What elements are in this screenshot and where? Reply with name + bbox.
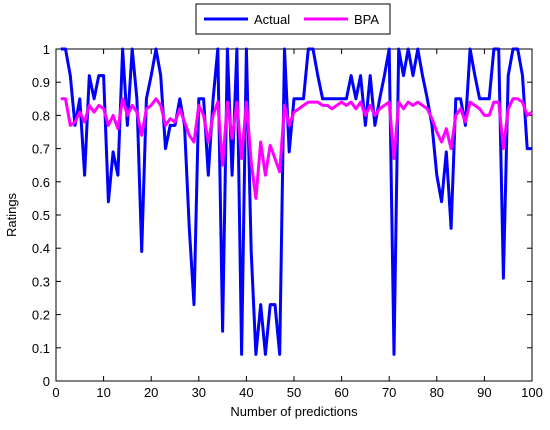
series-line-actual [60,47,532,356]
x-tick-label: 90 [477,385,491,400]
x-axis-ticks: 0 10 20 30 40 50 60 70 80 90 100 [52,49,543,400]
y-tick-label: 0.4 [32,241,50,256]
y-tick-label: 0.9 [32,75,50,90]
y-tick-label: 1 [43,42,50,57]
y-tick-label: 0 [43,374,50,389]
legend-label-actual: Actual [254,12,290,27]
legend: Actual BPA [195,3,391,35]
y-tick-label: 0.7 [32,142,50,157]
x-tick-label: 70 [382,385,396,400]
x-tick-label: 0 [52,385,59,400]
x-tick-label: 80 [430,385,444,400]
y-tick-label: 0.2 [32,308,50,323]
series-line-bpa [60,97,533,200]
series-layer [60,47,533,356]
x-tick-label: 10 [96,385,110,400]
x-tick-label: 30 [192,385,206,400]
y-tick-label: 0.5 [32,208,50,223]
y-tick-label: 0.8 [32,108,50,123]
x-tick-label: 100 [521,385,543,400]
y-tick-label: 0.6 [32,175,50,190]
x-axis-label: Number of predictions [230,404,358,419]
y-axis-label: Ratings [4,192,19,237]
x-tick-label: 60 [334,385,348,400]
x-tick-label: 50 [287,385,301,400]
x-tick-label: 40 [239,385,253,400]
y-tick-label: 0.1 [32,341,50,356]
y-axis-ticks: 0 0.1 0.2 0.3 0.4 0.5 0.6 0.7 0.8 0.9 1 [32,42,532,389]
x-tick-label: 20 [144,385,158,400]
y-tick-label: 0.3 [32,274,50,289]
legend-label-bpa: BPA [354,12,379,27]
